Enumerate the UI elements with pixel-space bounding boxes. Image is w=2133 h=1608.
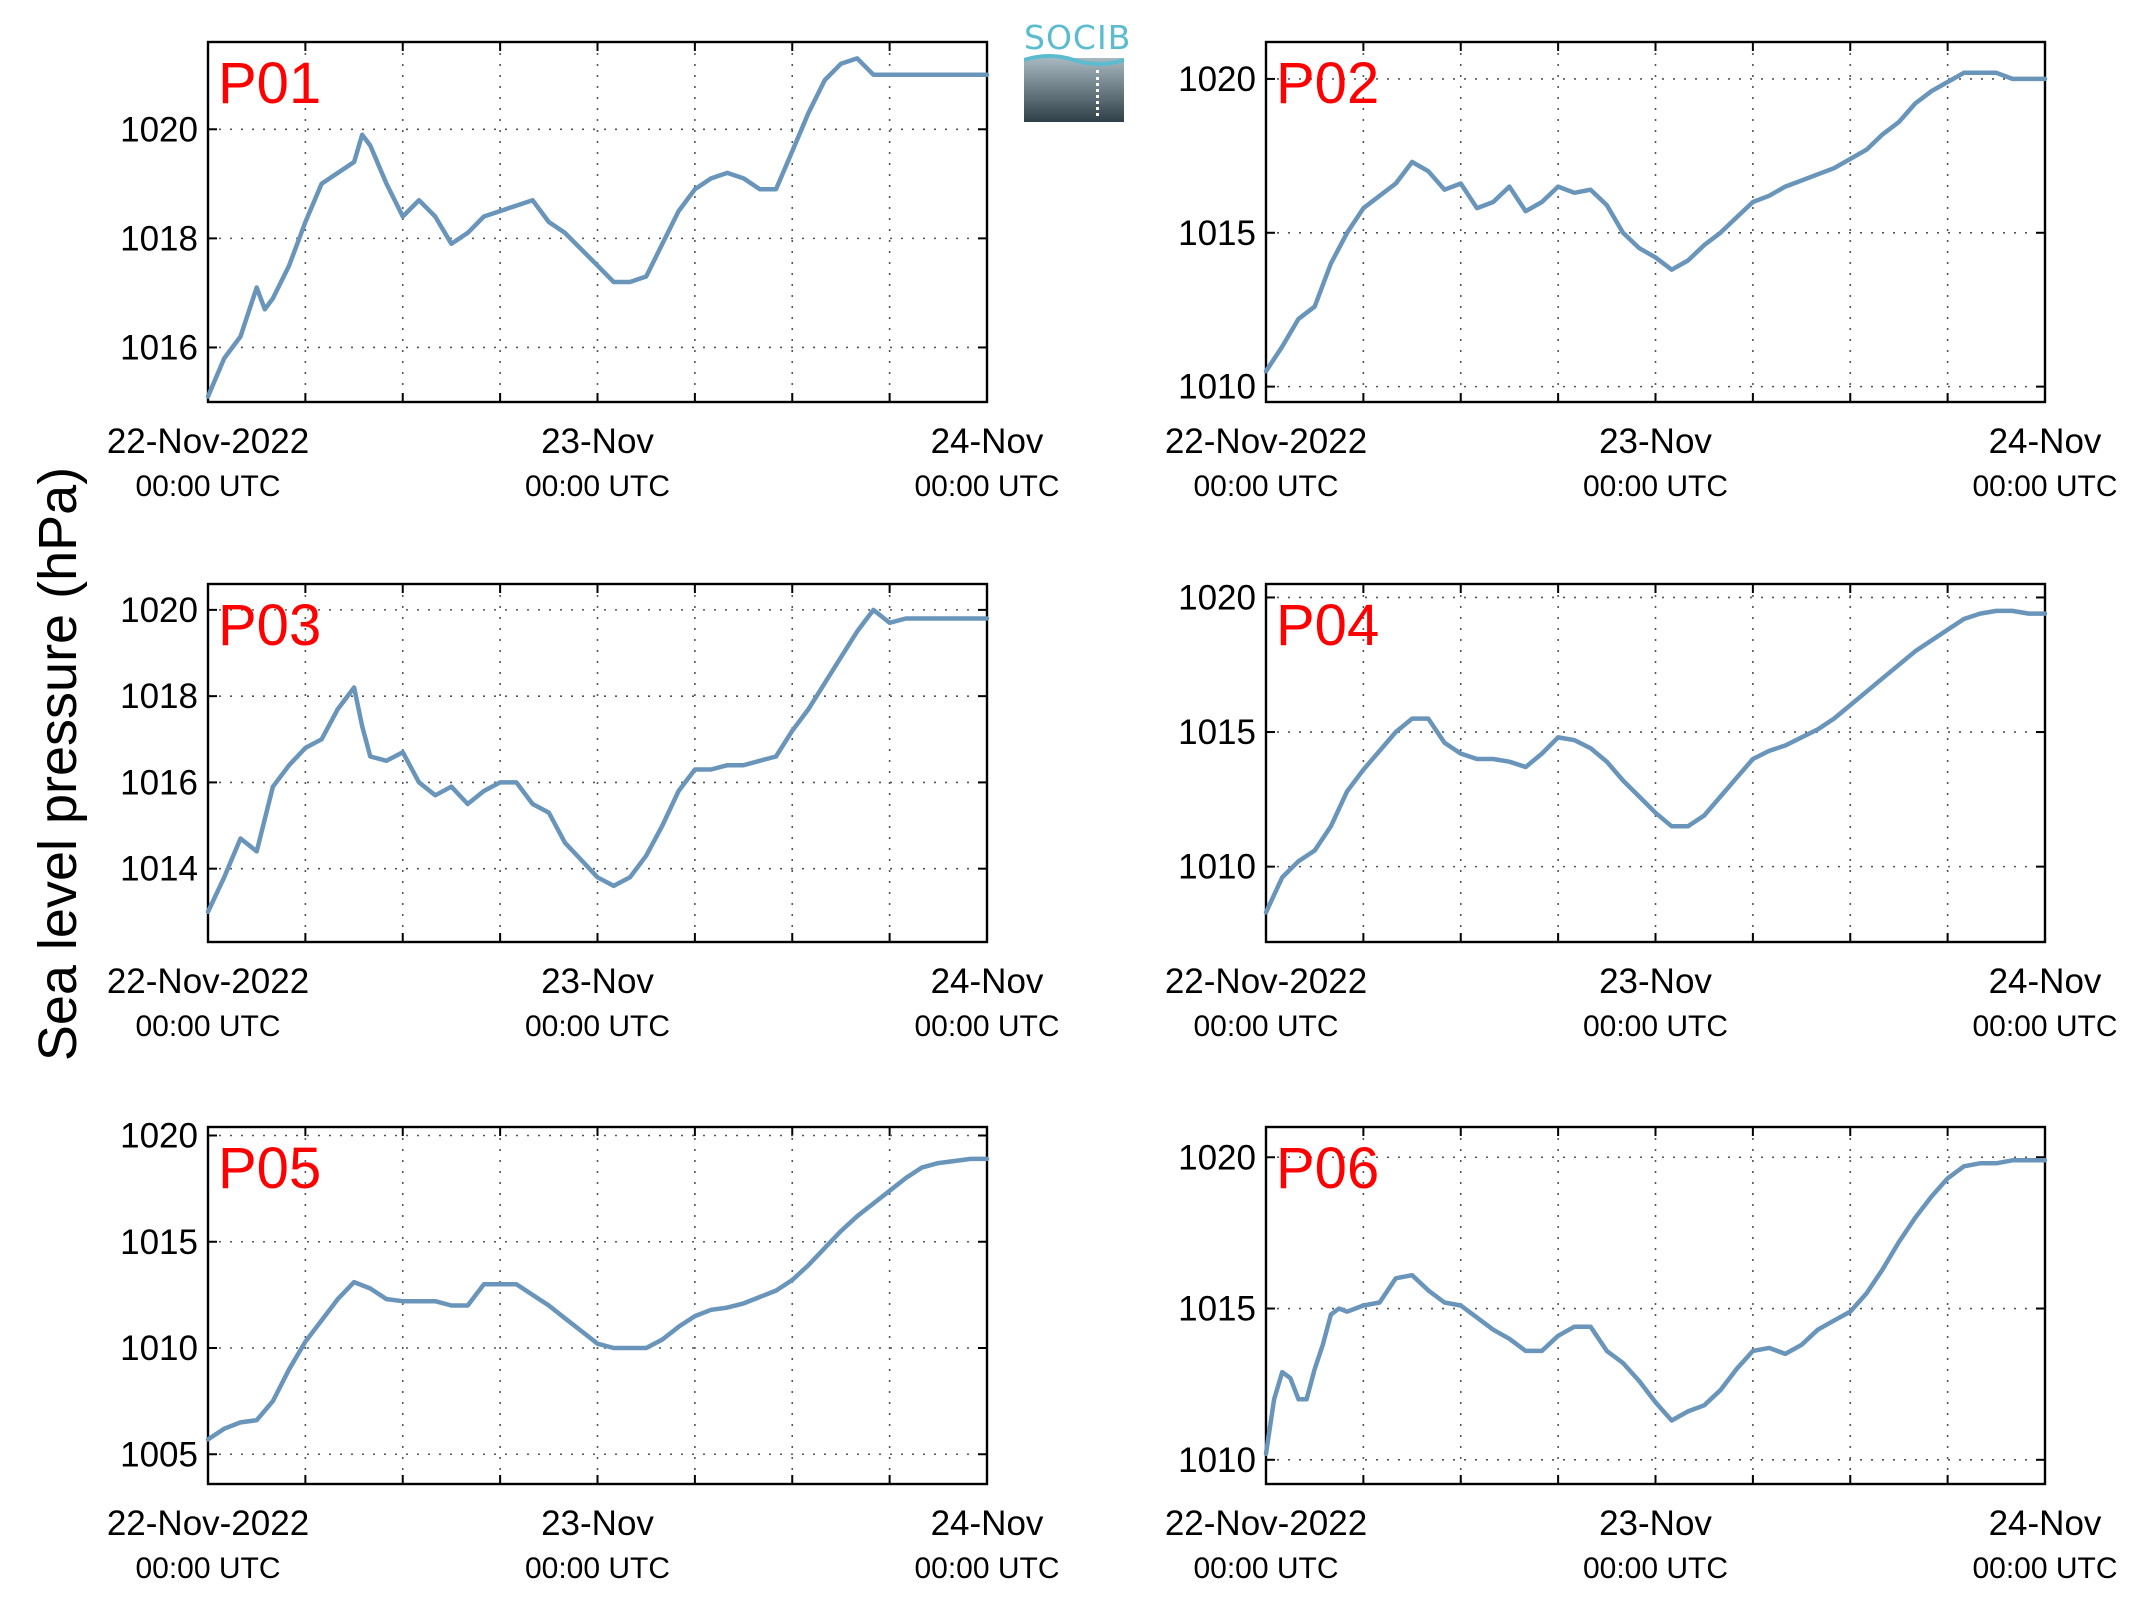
x-tick-label: 23-Nov: [541, 1504, 654, 1543]
x-tick-label: 22-Nov-2022: [1165, 422, 1367, 461]
panel-title: P03: [218, 593, 321, 658]
plot-frame: [1264, 40, 2047, 404]
pressure-series-line: [1263, 70, 2048, 374]
x-tick-label: 22-Nov-2022: [1165, 962, 1367, 1001]
x-tick-label: 23-Nov: [541, 422, 654, 461]
y-tick-label: 1015: [120, 1223, 198, 1262]
y-tick-label: 1005: [120, 1435, 198, 1474]
socib-logo-wave: [1024, 54, 1124, 66]
x-tick-sublabel: 00:00 UTC: [1583, 1010, 1728, 1043]
x-tick-sublabel: 00:00 UTC: [1583, 470, 1728, 503]
x-tick-sublabel: 00:00 UTC: [914, 1010, 1059, 1043]
x-tick-label: 22-Nov-2022: [1165, 1504, 1367, 1543]
panel-p02: 1010 1015 1020 P02 22-Nov-2022 00:00 UTC 23-No…: [1165, 40, 2118, 503]
x-tick-sublabel: 00:00 UTC: [1972, 1552, 2117, 1585]
x-tick-sublabel: 00:00 UTC: [1972, 470, 2117, 503]
y-tick-label: 1020: [120, 1117, 198, 1156]
plot-frame: [1264, 1125, 2047, 1486]
x-tick-label: 24-Nov: [931, 1504, 1044, 1543]
y-tick-label: 1010: [120, 1329, 198, 1368]
y-tick-label: 1020: [1178, 60, 1256, 99]
panel-title: P04: [1276, 593, 1379, 658]
x-tick-label: 22-Nov-2022: [107, 962, 309, 1001]
x-tick-label: 24-Nov: [1989, 1504, 2102, 1543]
y-tick-label: 1015: [1178, 713, 1256, 752]
x-tick-sublabel: 00:00 UTC: [135, 1010, 280, 1043]
panel-title: P02: [1276, 51, 1379, 116]
pressure-series-line: [205, 56, 990, 399]
x-tick-sublabel: 00:00 UTC: [135, 1552, 280, 1585]
pressure-series-line: [1263, 1158, 2048, 1456]
plot-frame: [206, 40, 989, 404]
pressure-series-line: [205, 1156, 990, 1442]
plot-frame: [206, 1125, 989, 1486]
y-tick-label: 1020: [120, 110, 198, 149]
plot-frame: [206, 582, 989, 944]
x-tick-label: 23-Nov: [1599, 962, 1712, 1001]
y-tick-label: 1014: [120, 850, 198, 889]
x-tick-sublabel: 00:00 UTC: [135, 470, 280, 503]
x-tick-sublabel: 00:00 UTC: [1193, 470, 1338, 503]
y-tick-label: 1018: [120, 677, 198, 716]
socib-logo-dots: [1096, 70, 1099, 116]
socib-logo-text: SOCIB: [1024, 18, 1132, 57]
x-tick-sublabel: 00:00 UTC: [525, 1552, 670, 1585]
y-tick-label: 1010: [1178, 1441, 1256, 1480]
y-axis-label: Sea level pressure (hPa): [28, 466, 88, 1062]
y-tick-label: 1016: [120, 763, 198, 802]
panel-p04: 1010 1015 1020 P04 22-Nov-2022 00:00 UTC 23-No…: [1165, 578, 2118, 1043]
x-tick-label: 23-Nov: [1599, 1504, 1712, 1543]
x-tick-label: 23-Nov: [541, 962, 654, 1001]
y-tick-label: 1010: [1178, 848, 1256, 887]
panel-title: P05: [218, 1136, 321, 1201]
x-tick-sublabel: 00:00 UTC: [1193, 1010, 1338, 1043]
x-tick-sublabel: 00:00 UTC: [525, 470, 670, 503]
pressure-series-line: [205, 607, 990, 915]
x-tick-sublabel: 00:00 UTC: [1193, 1552, 1338, 1585]
x-tick-sublabel: 00:00 UTC: [1972, 1010, 2117, 1043]
y-tick-label: 1020: [1178, 578, 1256, 617]
y-tick-label: 1016: [120, 328, 198, 367]
x-tick-sublabel: 00:00 UTC: [914, 1552, 1059, 1585]
x-tick-label: 24-Nov: [1989, 962, 2102, 1001]
y-tick-label: 1020: [120, 591, 198, 630]
x-tick-sublabel: 00:00 UTC: [525, 1010, 670, 1043]
x-tick-label: 24-Nov: [931, 962, 1044, 1001]
x-tick-label: 22-Nov-2022: [107, 1504, 309, 1543]
panel-title: P06: [1276, 1136, 1379, 1201]
y-tick-label: 1015: [1178, 1290, 1256, 1329]
x-tick-label: 24-Nov: [1989, 422, 2102, 461]
panel-p06: 1010 1015 1020 P06 22-Nov-2022 00:00 UTC 23-No…: [1165, 1125, 2118, 1585]
x-tick-label: 23-Nov: [1599, 422, 1712, 461]
panel-p01: 1016 1018 1020 P01 22-Nov-2022 00:00 UTC 23-No…: [107, 40, 1060, 503]
y-tick-label: 1020: [1178, 1138, 1256, 1177]
y-tick-label: 1010: [1178, 368, 1256, 407]
x-tick-label: 22-Nov-2022: [107, 422, 309, 461]
y-tick-label: 1018: [120, 219, 198, 258]
panel-p03: 1014 1016 1018 1020 P03 22-Nov-2022 00:00 UTC 2…: [107, 582, 1060, 1043]
socib-logo: SOCIB: [1024, 18, 1132, 122]
plot-frame: [1264, 582, 2047, 944]
y-tick-label: 1015: [1178, 214, 1256, 253]
pressure-series-line: [1263, 608, 2048, 915]
socib-logo-mark: [1024, 58, 1124, 122]
x-tick-sublabel: 00:00 UTC: [914, 470, 1059, 503]
x-tick-sublabel: 00:00 UTC: [1583, 1552, 1728, 1585]
panel-p05: 1005 1010 1015 1020 P05 22-Nov-2022 00:00 UTC 2…: [107, 1117, 1060, 1586]
x-tick-label: 24-Nov: [931, 422, 1044, 461]
panel-title: P01: [218, 51, 321, 116]
